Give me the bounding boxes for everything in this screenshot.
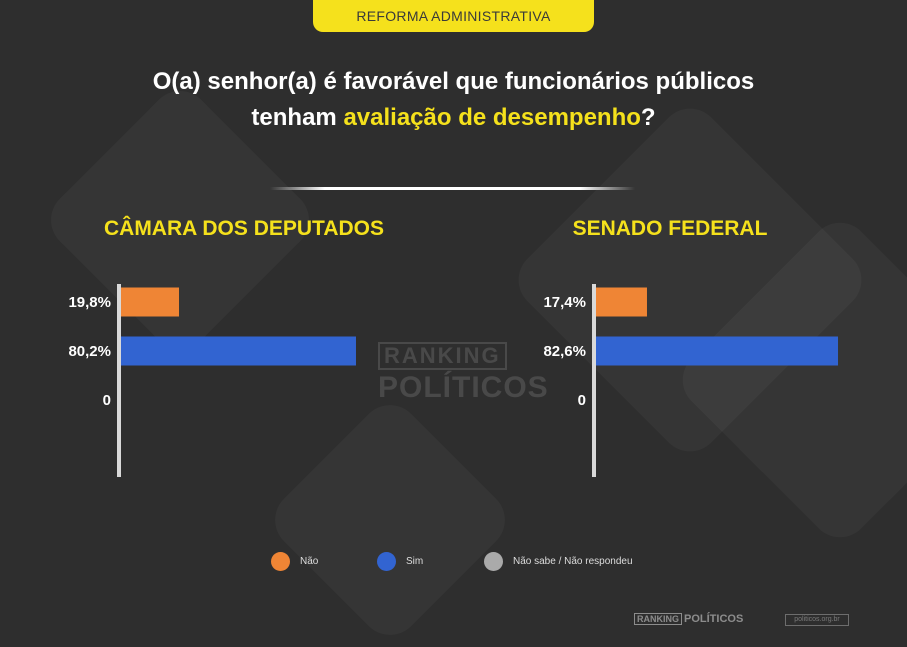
legend-item-nao: Não [271,552,318,571]
axis-line-camara [117,284,121,477]
question-post: ? [640,104,656,131]
legend-dot-sim [377,552,396,571]
legend-label-sim: Sim [406,556,424,567]
question-line-1: O(a) senhor(a) é favorável que funcionár… [152,68,755,95]
watermark-logo: RANKING POLÍTICOS [378,342,549,403]
chart-title-camara: CÂMARA DOS DEPUTADOS [103,217,384,240]
bar-camara-1 [121,336,356,366]
question-highlight: avaliação de desempenho [343,104,641,131]
bar-label-camara-1: 80,2% [68,343,111,360]
bar-senado-0 [596,287,647,317]
watermark-line2: POLÍTICOS [378,371,549,404]
watermark-line1: RANKING [378,342,507,370]
bar-label-senado-2: 0 [578,392,586,409]
bar-charts: 19,8% 80,2% 0 17,4% 82,6% 0 [68,284,839,477]
footer-logo-box: RANKING [634,613,682,625]
footer-logo: RANKING POLÍTICOS [634,613,743,625]
bar-label-senado-1: 82,6% [543,343,586,360]
divider-line [270,187,635,190]
legend-dot-nao [271,552,290,571]
legend-item-nao-sabe: Não sabe / Não respondeu [484,552,633,571]
bar-label-senado-0: 17,4% [543,294,586,311]
question-line-2: tenham avaliação de desempenho? [0,100,907,136]
question-pre: tenham [251,104,344,131]
legend-dot-nao-sabe [484,552,503,571]
axis-line-senado [592,284,596,477]
bar-label-camara-0: 19,8% [68,294,111,311]
footer-url: politicos.org.br [785,614,849,626]
topic-tag: REFORMA ADMINISTRATIVA [313,0,594,32]
bar-camara-0 [121,287,180,317]
legend-item-sim: Sim [377,552,423,571]
bar-label-camara-2: 0 [103,392,111,409]
legend-label-nao-sabe: Não sabe / Não respondeu [513,556,633,567]
legend-label-nao: Não [300,556,319,567]
chart-title-senado: SENADO FEDERAL [572,217,768,240]
bar-senado-1 [596,336,839,366]
footer-logo-text: POLÍTICOS [684,613,744,625]
